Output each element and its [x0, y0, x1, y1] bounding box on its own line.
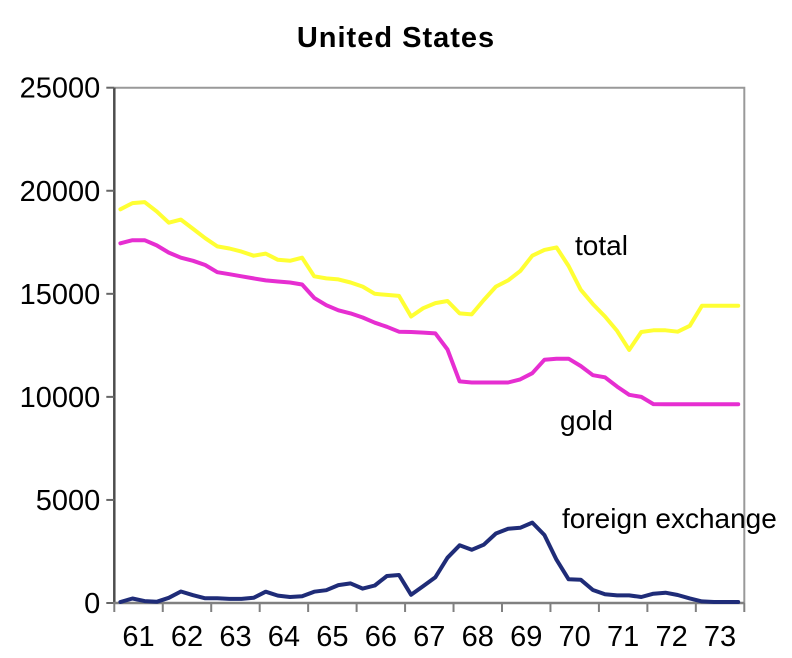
y-tick-label: 5000 [36, 485, 101, 517]
y-tick-label: 15000 [20, 279, 101, 311]
plot-border [114, 86, 746, 603]
series-label-gold: gold [560, 405, 613, 436]
x-tick-label: 66 [365, 621, 397, 653]
series-line-foreign-exchange [118, 520, 741, 604]
x-tick-label: 61 [122, 621, 154, 653]
series-label-total: total [575, 230, 628, 261]
x-tick-label: 65 [316, 621, 348, 653]
y-tick-label: 20000 [20, 176, 101, 208]
x-tick-label: 70 [559, 621, 591, 653]
x-tick-label: 73 [704, 621, 736, 653]
x-tick-label: 72 [655, 621, 687, 653]
x-tick-label: 64 [268, 621, 300, 653]
series-label-foreign-exchange: foreign exchange [562, 503, 777, 534]
series-line-total [118, 200, 741, 352]
x-tick-label: 68 [462, 621, 494, 653]
chart-title: United States [296, 22, 496, 54]
x-tick-label: 71 [607, 621, 639, 653]
series-line-gold [118, 238, 741, 407]
y-tick-label: 10000 [20, 382, 101, 414]
y-tick-label: 0 [84, 588, 100, 620]
x-tick-label: 67 [413, 621, 445, 653]
x-tick-label: 62 [171, 621, 203, 653]
x-tick-label: 69 [510, 621, 542, 653]
y-tick-label: 25000 [20, 73, 101, 105]
x-tick-label: 63 [219, 621, 251, 653]
